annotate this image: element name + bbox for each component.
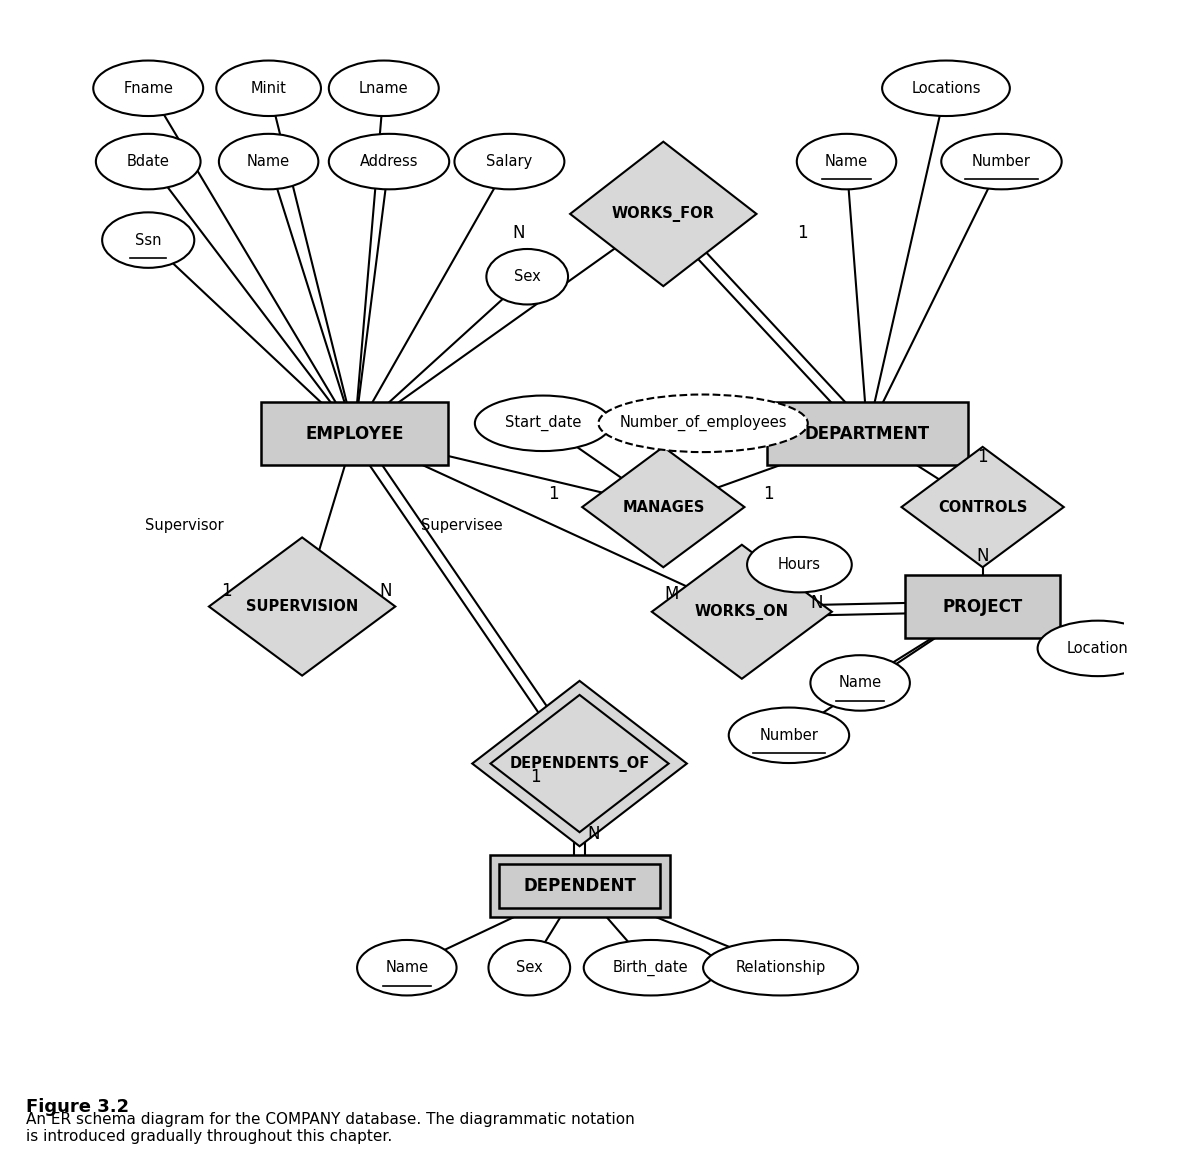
Ellipse shape bbox=[454, 134, 564, 189]
Text: Number_of_employees: Number_of_employees bbox=[620, 416, 787, 432]
Polygon shape bbox=[652, 544, 832, 679]
FancyBboxPatch shape bbox=[906, 576, 1060, 638]
Text: Number: Number bbox=[972, 154, 1030, 169]
Text: Salary: Salary bbox=[486, 154, 532, 169]
Text: N: N bbox=[809, 594, 823, 613]
Polygon shape bbox=[570, 141, 757, 286]
Ellipse shape bbox=[489, 940, 570, 996]
Ellipse shape bbox=[729, 708, 849, 763]
Text: M: M bbox=[664, 585, 679, 603]
Text: Ssn: Ssn bbox=[135, 233, 161, 248]
Text: SUPERVISION: SUPERVISION bbox=[246, 599, 358, 614]
Polygon shape bbox=[902, 447, 1064, 567]
Ellipse shape bbox=[796, 134, 896, 189]
Text: EMPLOYEE: EMPLOYEE bbox=[305, 425, 404, 442]
Text: PROJECT: PROJECT bbox=[943, 598, 1023, 616]
Ellipse shape bbox=[329, 134, 449, 189]
Text: Address: Address bbox=[360, 154, 418, 169]
Text: Sex: Sex bbox=[514, 269, 540, 284]
Ellipse shape bbox=[747, 537, 852, 593]
Text: Name: Name bbox=[825, 154, 868, 169]
Text: An ER schema diagram for the COMPANY database. The diagrammatic notation
is intr: An ER schema diagram for the COMPANY dat… bbox=[26, 1112, 635, 1144]
Text: Start_date: Start_date bbox=[504, 416, 581, 432]
Ellipse shape bbox=[942, 134, 1062, 189]
Text: Bdate: Bdate bbox=[127, 154, 169, 169]
Ellipse shape bbox=[1038, 621, 1158, 676]
Text: 1: 1 bbox=[221, 581, 232, 600]
Text: Birth_date: Birth_date bbox=[613, 960, 688, 976]
Text: 1: 1 bbox=[797, 223, 808, 242]
Polygon shape bbox=[472, 681, 687, 846]
Text: 1: 1 bbox=[531, 768, 540, 786]
Ellipse shape bbox=[102, 212, 195, 267]
Ellipse shape bbox=[94, 60, 203, 116]
Ellipse shape bbox=[357, 940, 456, 996]
Ellipse shape bbox=[703, 940, 858, 996]
Text: WORKS_FOR: WORKS_FOR bbox=[611, 206, 715, 222]
Text: CONTROLS: CONTROLS bbox=[938, 499, 1027, 514]
Text: Fname: Fname bbox=[124, 81, 173, 96]
Ellipse shape bbox=[329, 60, 438, 116]
Text: Figure 3.2: Figure 3.2 bbox=[26, 1098, 130, 1116]
Text: Hours: Hours bbox=[778, 557, 821, 572]
Text: DEPENDENTS_OF: DEPENDENTS_OF bbox=[509, 755, 650, 771]
Text: Location: Location bbox=[1066, 640, 1129, 655]
Text: Supervisor: Supervisor bbox=[144, 519, 223, 534]
Text: Name: Name bbox=[386, 960, 429, 975]
FancyBboxPatch shape bbox=[262, 402, 448, 466]
Text: 1: 1 bbox=[548, 485, 558, 504]
Text: DEPARTMENT: DEPARTMENT bbox=[805, 425, 930, 442]
Text: Relationship: Relationship bbox=[735, 960, 826, 975]
Ellipse shape bbox=[474, 396, 611, 452]
Text: Locations: Locations bbox=[912, 81, 981, 96]
Text: Sex: Sex bbox=[516, 960, 543, 975]
Polygon shape bbox=[209, 537, 395, 675]
Text: Number: Number bbox=[759, 727, 818, 742]
Text: 1: 1 bbox=[763, 485, 773, 504]
Ellipse shape bbox=[811, 655, 910, 711]
Text: Name: Name bbox=[247, 154, 291, 169]
Text: N: N bbox=[976, 548, 988, 565]
Text: Minit: Minit bbox=[251, 81, 287, 96]
Text: MANAGES: MANAGES bbox=[622, 499, 705, 514]
Text: N: N bbox=[587, 824, 599, 843]
FancyBboxPatch shape bbox=[767, 402, 968, 466]
Text: N: N bbox=[513, 223, 525, 242]
Ellipse shape bbox=[486, 249, 568, 305]
Polygon shape bbox=[582, 447, 745, 567]
Text: N: N bbox=[380, 581, 393, 600]
Ellipse shape bbox=[96, 134, 201, 189]
FancyBboxPatch shape bbox=[490, 855, 670, 917]
Text: 1: 1 bbox=[978, 448, 988, 466]
Text: Name: Name bbox=[838, 675, 882, 690]
Ellipse shape bbox=[216, 60, 321, 116]
Text: WORKS_ON: WORKS_ON bbox=[695, 603, 789, 620]
Text: Lname: Lname bbox=[359, 81, 408, 96]
Ellipse shape bbox=[219, 134, 318, 189]
Ellipse shape bbox=[598, 395, 808, 452]
Ellipse shape bbox=[584, 940, 718, 996]
Text: Supervisee: Supervisee bbox=[422, 519, 503, 534]
Text: DEPENDENT: DEPENDENT bbox=[524, 877, 637, 895]
Ellipse shape bbox=[882, 60, 1010, 116]
